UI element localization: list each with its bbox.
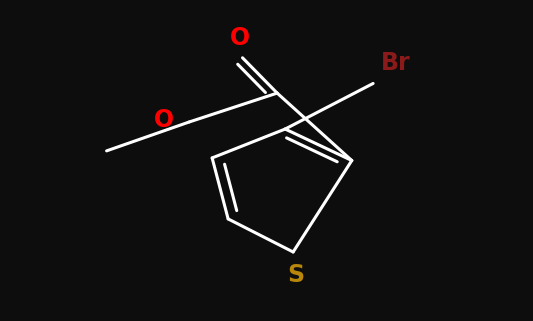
Text: S: S: [287, 263, 304, 287]
Text: O: O: [230, 26, 250, 50]
Text: O: O: [154, 108, 174, 132]
Text: Br: Br: [381, 51, 411, 75]
